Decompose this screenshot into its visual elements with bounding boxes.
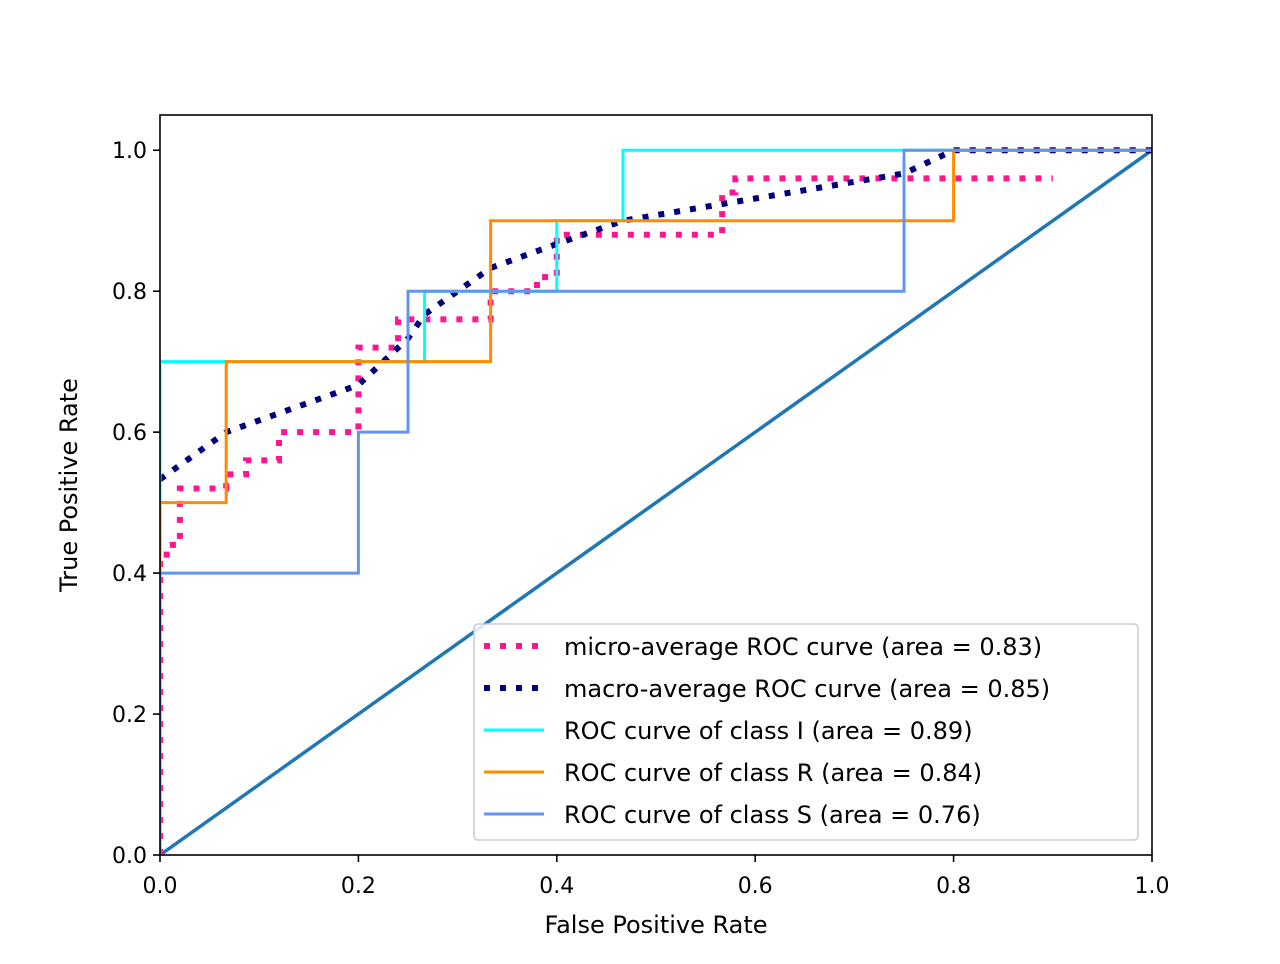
- roc-series-line: [160, 148, 1152, 855]
- legend: micro-average ROC curve (area = 0.83) mac…: [473, 623, 1139, 841]
- y-axis-label: True Positive Rate: [55, 378, 83, 593]
- plot-frame: [159, 114, 1153, 856]
- y-tick-label: 1.0: [112, 139, 147, 164]
- y-tick-label: 0.8: [112, 280, 147, 305]
- x-tick-label: 0.0: [143, 874, 178, 899]
- x-tick-label: 0.8: [936, 874, 971, 899]
- legend-label: micro-average ROC curve (area = 0.83): [564, 633, 1042, 661]
- diagonal-reference-line: [160, 148, 1152, 855]
- x-tick-label: 0.2: [341, 874, 376, 899]
- x-tick-label: 1.0: [1135, 874, 1170, 899]
- y-tick-label: 0.0: [112, 844, 147, 869]
- y-tick-label: 0.4: [112, 562, 147, 587]
- legend-label: ROC curve of class R (area = 0.84): [564, 759, 982, 787]
- x-tick-label: 0.4: [539, 874, 574, 899]
- y-tick-label: 0.6: [112, 421, 147, 446]
- legend-label: macro-average ROC curve (area = 0.85): [564, 675, 1050, 703]
- y-tick-label: 0.2: [112, 703, 147, 728]
- x-tick-label: 0.6: [738, 874, 773, 899]
- series-layer: [160, 147, 1152, 855]
- roc-series-line: [160, 148, 1152, 855]
- legend-items: micro-average ROC curve (area = 0.83) mac…: [484, 633, 1050, 829]
- roc-series-line: [160, 175, 1053, 855]
- legend-box: [473, 623, 1139, 841]
- legend-label: ROC curve of class I (area = 0.89): [564, 717, 973, 745]
- legend-label: ROC curve of class S (area = 0.76): [564, 801, 981, 829]
- ticks-layer: 0.0 0.2 0.4 0.6 0.8 1.0 0.0 0.2 0.4 0.6 0.8 1.0: [112, 139, 1170, 899]
- x-axis-label: False Positive Rate: [544, 911, 767, 939]
